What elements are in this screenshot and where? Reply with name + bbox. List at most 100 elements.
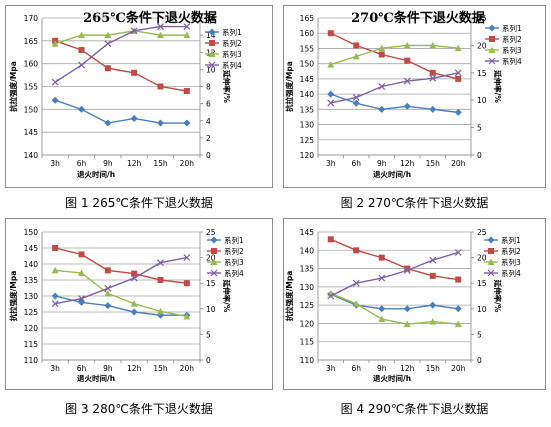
chart-title: 270℃条件下退火数据 (351, 10, 485, 26)
y2-tick-label: 16 (206, 14, 216, 23)
data-point-s4 (352, 279, 360, 287)
data-point-s1 (104, 119, 112, 127)
x-tick-label: 3h (50, 159, 60, 168)
data-point-s4 (104, 284, 112, 292)
data-point-s4 (403, 77, 411, 85)
legend-marker-4 (208, 61, 216, 69)
y-tick-label: 155 (24, 83, 39, 92)
data-point-s2 (327, 236, 334, 243)
y2-tick-label: 8 (206, 83, 211, 92)
x-tick-label: 6h (77, 159, 87, 168)
series-line-1 (330, 293, 459, 310)
data-point-s1 (454, 305, 462, 313)
x-tick-label: 15h (153, 159, 168, 168)
data-point-s4 (51, 78, 59, 86)
data-point-s3 (454, 44, 462, 52)
legend-marker-1 (487, 236, 495, 244)
y2-tick-label: 15 (206, 279, 216, 288)
legend-marker-1 (488, 24, 496, 32)
legend-label-3: 系列3 (502, 45, 522, 55)
y2-tick-label: 20 (477, 41, 487, 50)
y-axis-label: 抗拉强度/Mpa (284, 61, 294, 112)
data-point-s3 (403, 320, 411, 328)
x-tick-label: 6h (351, 159, 361, 168)
legend-marker-2 (489, 36, 495, 42)
y2-tick-label: 0 (206, 151, 211, 160)
x-tick-label: 12h (127, 159, 142, 168)
legend-marker-3 (208, 50, 216, 57)
y-tick-label: 115 (300, 338, 315, 347)
series-line-2 (330, 238, 459, 281)
y2-tick-label: 0 (477, 151, 482, 160)
data-point-s2 (404, 57, 411, 64)
y2-tick-label: 10 (477, 305, 487, 314)
y2-tick-label: 15 (477, 69, 487, 78)
series-line-4 (330, 251, 459, 297)
data-point-s4 (157, 259, 164, 267)
data-point-s2 (78, 251, 85, 258)
data-point-s4 (429, 256, 437, 264)
y-tick-label: 110 (24, 356, 39, 365)
series-line-4 (330, 72, 459, 104)
y-tick-label: 165 (300, 14, 315, 23)
legend-marker-2 (211, 248, 217, 254)
data-point-s3 (51, 266, 59, 274)
data-point-s3 (104, 289, 112, 297)
data-point-s1 (378, 305, 386, 313)
y-tick-label: 120 (300, 319, 315, 328)
chart-frame-2 (283, 5, 546, 188)
y-tick-label: 125 (300, 136, 315, 145)
caption-4: 图 4 290℃条件下退火数据 (340, 402, 489, 416)
data-point-s2 (429, 69, 436, 76)
data-point-s4 (429, 74, 437, 82)
data-point-s4 (352, 94, 360, 101)
legend-label-4: 系列4 (222, 60, 242, 70)
legend-marker-1 (210, 236, 218, 244)
legend-label-1: 系列1 (502, 23, 522, 33)
y-tick-label: 125 (300, 301, 315, 310)
data-point-s3 (78, 31, 85, 39)
series-line-1 (55, 295, 187, 316)
y-tick-label: 155 (300, 44, 315, 53)
y-tick-label: 120 (300, 151, 315, 160)
legend-marker-3 (487, 258, 495, 265)
chart-frame-3 (5, 218, 273, 390)
data-point-s2 (378, 254, 385, 261)
data-point-s1 (130, 114, 138, 122)
x-tick-label: 9h (377, 159, 387, 168)
y2-tick-label: 5 (206, 330, 211, 339)
legend-marker-4 (488, 57, 496, 65)
x-axis-label: 退火时间/h (77, 169, 115, 179)
y-tick-label: 145 (24, 128, 39, 137)
legend-label-3: 系列3 (501, 257, 521, 267)
y2-tick-label: 25 (477, 14, 487, 23)
x-tick-label: 12h (400, 159, 415, 168)
data-point-s1 (352, 99, 360, 107)
y-tick-label: 110 (300, 356, 315, 365)
x-tick-label: 20h (451, 159, 466, 168)
legend-label-2: 系列2 (222, 38, 242, 48)
data-point-s1 (51, 292, 59, 300)
data-point-s4 (157, 23, 164, 30)
y2-tick-label: 20 (477, 254, 487, 263)
data-point-s2 (404, 265, 411, 272)
x-tick-label: 9h (377, 364, 387, 373)
x-tick-label: 9h (103, 159, 113, 168)
series-line-4 (54, 25, 187, 83)
caption-1: 图 1 265℃条件下退火数据 (65, 196, 213, 210)
data-point-s3 (327, 61, 335, 68)
y2-axis-label: 延伸率/% (222, 279, 232, 313)
x-tick-label: 9h (103, 364, 113, 373)
data-point-s1 (51, 96, 59, 104)
y-tick-label: 145 (300, 228, 315, 237)
legend-label-2: 系列2 (224, 246, 244, 256)
y2-tick-label: 10 (206, 305, 216, 314)
data-point-s2 (104, 267, 111, 274)
data-point-s1 (157, 119, 164, 127)
y-tick-label: 140 (300, 90, 315, 99)
y-tick-label: 135 (300, 105, 315, 114)
x-tick-label: 3h (50, 364, 60, 373)
data-point-s1 (327, 90, 335, 98)
y-tick-label: 135 (24, 276, 39, 285)
x-tick-label: 3h (326, 364, 336, 373)
